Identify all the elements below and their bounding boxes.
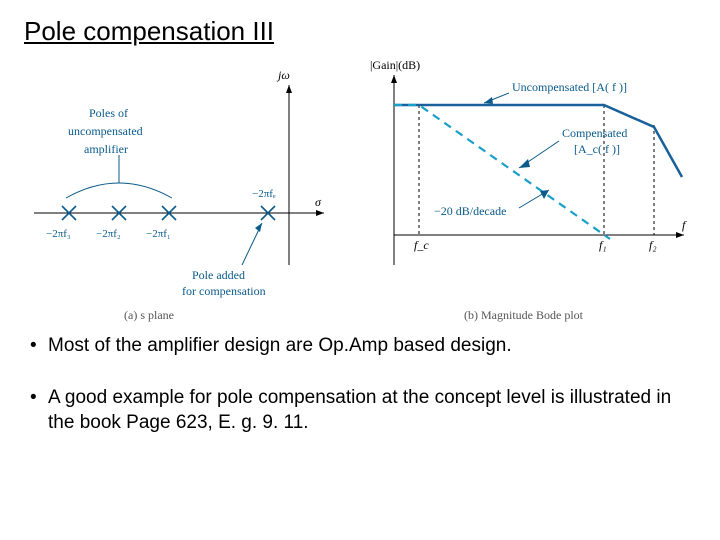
bullet-item: • A good example for pole compensation a… [30, 385, 686, 436]
sigma-axis-label: σ [315, 195, 322, 209]
pole-added-text: Pole added [192, 268, 245, 282]
pole-f2-label: −2πf₂ [96, 228, 121, 240]
main-figure-svg: σ jω −2πf₃ −2πf₂ [24, 55, 696, 325]
fc-label: f_c [414, 238, 429, 252]
acf-label: [A_c( f )] [574, 142, 620, 156]
bullet-text: Most of the amplifier design are Op.Amp … [48, 333, 512, 359]
figure-container: σ jω −2πf₃ −2πf₂ [24, 55, 696, 325]
comp-line-label: Compensated [562, 126, 627, 140]
pole-f3-label: −2πf₃ [46, 228, 71, 240]
bullet-text: A good example for pole compensation at … [48, 385, 686, 436]
bullet-dot-icon: • [30, 385, 48, 436]
left-caption: (a) s plane [124, 308, 174, 322]
gain-axis-label: |Gain|(dB) [370, 58, 420, 72]
bullet-dot-icon: • [30, 333, 48, 359]
poles-of-text: Poles of [89, 106, 128, 120]
page-title: Pole compensation III [24, 16, 696, 47]
f1-label: f₁ [599, 238, 607, 252]
slope-label: −20 dB/decade [434, 204, 506, 218]
uncomp-text: uncompensated [68, 124, 143, 138]
uncomp-line-label: Uncompensated [A( f )] [512, 80, 627, 94]
f2-label: f₂ [649, 238, 657, 252]
pole-f1-label: −2πf₁ [146, 228, 171, 240]
amplifier-text: amplifier [84, 142, 128, 156]
jomega-axis-label: jω [276, 68, 290, 82]
right-caption: (b) Magnitude Bode plot [464, 308, 584, 322]
bullet-item: • Most of the amplifier design are Op.Am… [30, 333, 686, 359]
for-comp-text: for compensation [182, 284, 266, 298]
bullet-list: • Most of the amplifier design are Op.Am… [24, 325, 696, 436]
s-plane-diagram: σ jω −2πf₃ −2πf₂ [34, 68, 324, 322]
bode-plot: |Gain|(dB) f Uncompensated [A( f )] [370, 58, 687, 322]
pole-fe-label: −2πfₑ [252, 188, 276, 200]
f-axis-label: f [682, 218, 687, 232]
